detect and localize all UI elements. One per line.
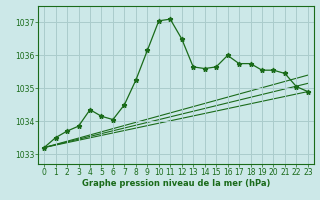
X-axis label: Graphe pression niveau de la mer (hPa): Graphe pression niveau de la mer (hPa) xyxy=(82,179,270,188)
